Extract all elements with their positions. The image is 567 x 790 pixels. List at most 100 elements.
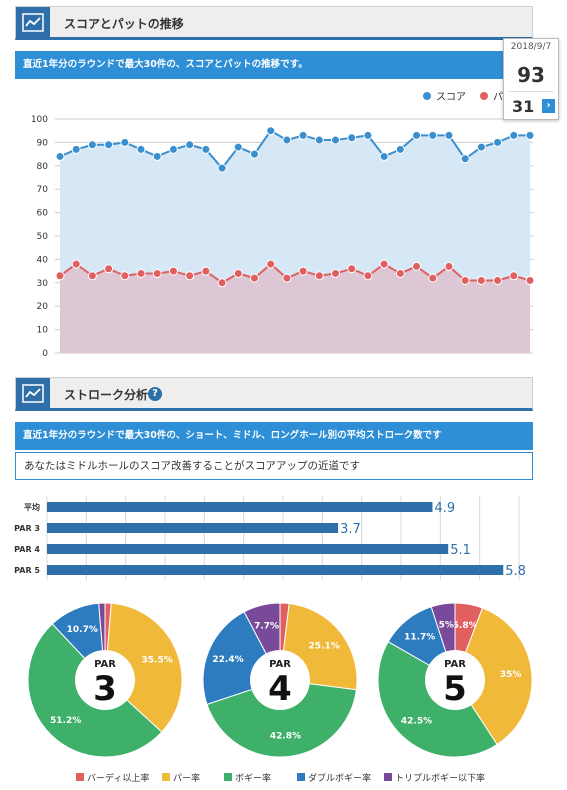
tooltip-score: 93 — [517, 63, 545, 87]
score-point[interactable] — [298, 130, 308, 140]
pie-slice[interactable] — [104, 602, 183, 733]
score-point[interactable] — [460, 154, 470, 164]
score-point[interactable] — [233, 142, 243, 152]
legend-swatch — [76, 773, 84, 781]
putt-point[interactable] — [460, 275, 470, 285]
putt-point[interactable] — [104, 264, 114, 274]
putt-point[interactable] — [509, 271, 519, 281]
legend-label: バーディ以上率 — [87, 772, 149, 784]
score-putt-section-header: スコアとパットの推移 — [15, 6, 533, 40]
section-description: 直近1年分のラウンドで最大30件の、スコアとパットの推移です。 — [15, 51, 533, 79]
y-tick-label: 100 — [31, 115, 48, 125]
help-icon[interactable]: ? — [148, 387, 162, 401]
score-point[interactable] — [525, 130, 535, 140]
score-point[interactable] — [476, 142, 486, 152]
legend-label: ボギー率 — [235, 772, 271, 784]
score-point[interactable] — [363, 130, 373, 140]
putt-point[interactable] — [185, 271, 195, 281]
bar-value-label: 4.9 — [434, 501, 455, 516]
putt-point[interactable] — [331, 268, 341, 278]
putt-point[interactable] — [266, 259, 276, 269]
score-point[interactable] — [314, 135, 324, 145]
score-point[interactable] — [136, 144, 146, 154]
putt-point[interactable] — [525, 275, 535, 285]
section-description: 直近1年分のラウンドで最大30件の、ショート、ミドル、ロングホール別の平均ストロ… — [15, 422, 533, 450]
putt-point[interactable] — [379, 259, 389, 269]
pie-slice[interactable] — [206, 679, 357, 758]
putt-point[interactable] — [282, 273, 292, 283]
y-tick-label: 80 — [37, 162, 49, 172]
slice-label: 5% — [439, 621, 454, 631]
pie-title: PAR — [269, 659, 291, 670]
putt-point[interactable] — [363, 271, 373, 281]
putt-point[interactable] — [412, 261, 422, 271]
score-point[interactable] — [249, 149, 259, 159]
score-point[interactable] — [331, 135, 341, 145]
legend-label: ダブルボギー率 — [308, 772, 371, 784]
category-label: PAR 3 — [14, 524, 40, 533]
legend-swatch — [384, 773, 392, 781]
category-label: 平均 — [24, 502, 40, 512]
score-point[interactable] — [152, 151, 162, 161]
score-point[interactable] — [347, 133, 357, 143]
putt-point[interactable] — [168, 266, 178, 276]
putt-point[interactable] — [217, 278, 227, 288]
stroke-bar-chart: 平均 4.9 PAR 3 3.7 PAR 4 5.1 PAR 5 5.8 — [14, 496, 526, 580]
putt-point[interactable] — [347, 264, 357, 274]
tooltip-divider — [508, 91, 554, 92]
score-point[interactable] — [395, 144, 405, 154]
pie-center — [425, 650, 485, 710]
score-point[interactable] — [55, 151, 65, 161]
score-point[interactable] — [217, 163, 227, 173]
bar-value-label: 5.8 — [505, 564, 526, 579]
legend-swatch — [224, 773, 232, 781]
score-point[interactable] — [185, 140, 195, 150]
score-point[interactable] — [104, 140, 114, 150]
pie-title: PAR — [444, 659, 466, 670]
score-point[interactable] — [168, 144, 178, 154]
score-point[interactable] — [493, 137, 503, 147]
next-arrow-icon[interactable]: › — [542, 99, 555, 113]
score-point[interactable] — [71, 144, 81, 154]
stroke-analysis-section-header: ストローク分析 ? — [15, 377, 533, 411]
putt-point[interactable] — [152, 268, 162, 278]
putt-point[interactable] — [55, 271, 65, 281]
legend-label: パー率 — [173, 772, 200, 784]
putt-point[interactable] — [71, 259, 81, 269]
putt-point[interactable] — [493, 275, 503, 285]
putt-point[interactable] — [476, 275, 486, 285]
score-point[interactable] — [379, 151, 389, 161]
bar-value-label: 5.1 — [450, 543, 471, 558]
putt-point[interactable] — [249, 273, 259, 283]
putt-point[interactable] — [314, 271, 324, 281]
y-tick-label: 50 — [37, 232, 49, 242]
score-point[interactable] — [428, 130, 438, 140]
score-point[interactable] — [201, 144, 211, 154]
y-tick-label: 30 — [37, 279, 49, 289]
putt-point[interactable] — [395, 268, 405, 278]
score-point[interactable] — [282, 135, 292, 145]
y-tick-label: 0 — [42, 349, 48, 359]
slice-label: 35% — [500, 670, 522, 680]
score-point[interactable] — [444, 130, 454, 140]
putt-point[interactable] — [201, 266, 211, 276]
score-point[interactable] — [412, 130, 422, 140]
putt-point[interactable] — [136, 268, 146, 278]
score-point[interactable] — [266, 126, 276, 136]
legend-label: トリプルボギー以下率 — [395, 772, 485, 784]
putt-point[interactable] — [444, 261, 454, 271]
slice-label: 11.7% — [404, 633, 435, 643]
line-chart-icon — [16, 7, 50, 38]
putt-point[interactable] — [298, 266, 308, 276]
score-point[interactable] — [120, 137, 130, 147]
pie-slice[interactable] — [454, 607, 533, 746]
slice-label: 25.1% — [309, 642, 340, 652]
putt-point[interactable] — [428, 273, 438, 283]
y-tick-label: 20 — [37, 302, 49, 312]
putt-point[interactable] — [233, 268, 243, 278]
score-point[interactable] — [87, 140, 97, 150]
score-point[interactable] — [509, 130, 519, 140]
putt-point[interactable] — [120, 271, 130, 281]
putt-point[interactable] — [87, 271, 97, 281]
